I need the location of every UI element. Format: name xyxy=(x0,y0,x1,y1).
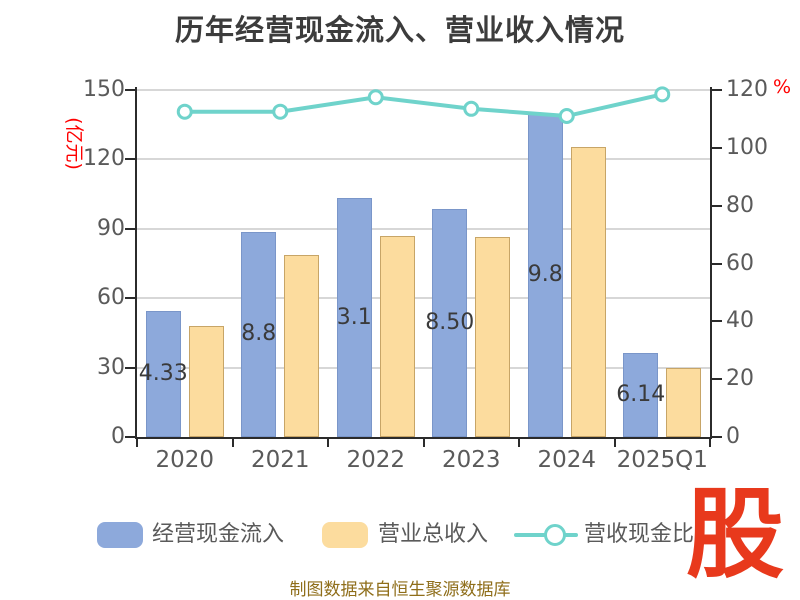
ratio-line-point xyxy=(463,100,480,117)
right-axis-tick-label: 0 xyxy=(726,424,740,449)
cash-inflow-bar xyxy=(527,113,563,437)
legend-label-cash-inflow: 经营现金流入 xyxy=(152,522,285,547)
cash-inflow-bar xyxy=(145,311,181,437)
y-axis-right xyxy=(710,87,712,439)
legend-swatch-total-revenue xyxy=(322,522,368,548)
right-axis-tick-label: 120 xyxy=(726,77,768,102)
left-axis-tick xyxy=(125,89,135,91)
revenue-bar xyxy=(379,235,415,437)
left-axis-tick xyxy=(125,366,135,369)
x-axis-label: 2022 xyxy=(346,447,406,473)
stock-watermark-logo: 股 xyxy=(686,478,785,592)
gridline xyxy=(137,89,710,91)
left-axis-tick-label: 120 xyxy=(83,146,125,172)
gridline xyxy=(137,366,710,369)
cash-inflow-bar xyxy=(336,198,372,437)
right-axis-tick xyxy=(712,320,722,323)
gridline xyxy=(137,297,710,300)
left-axis-tick-label: 90 xyxy=(97,215,125,241)
bar-value-label: 3.1 xyxy=(336,304,372,330)
revenue-bar xyxy=(570,146,606,437)
left-axis-tick-label: 60 xyxy=(97,285,125,311)
x-axis-tick xyxy=(613,438,616,447)
x-axis-tick xyxy=(231,438,234,447)
ratio-line-point xyxy=(272,103,289,120)
cash-inflow-bar xyxy=(432,209,468,437)
data-source-note: 制图数据来自恒生聚源数据库 xyxy=(289,580,511,600)
revenue-bar xyxy=(666,367,702,437)
bar-value-label: 8.50 xyxy=(425,310,475,336)
left-axis-tick-label: 0 xyxy=(111,424,125,449)
right-axis-tick xyxy=(712,89,722,91)
revenue-bar xyxy=(475,236,511,437)
bar-value-label: 4.33 xyxy=(138,361,188,387)
left-axis-tick-label: 150 xyxy=(83,77,125,102)
x-axis-tick xyxy=(327,438,329,447)
right-axis-tick-label: 100 xyxy=(726,134,768,160)
legend-swatch-cash-inflow xyxy=(97,522,143,548)
x-axis-tick xyxy=(422,438,425,447)
x-axis-label: 2020 xyxy=(155,447,215,473)
x-axis-label: 2025Q1 xyxy=(616,447,708,473)
bar-value-label: 8.8 xyxy=(241,321,277,347)
left-axis-tick xyxy=(125,436,135,438)
left-axis-tick xyxy=(125,227,135,230)
x-axis-tick xyxy=(136,438,138,447)
revenue-bar xyxy=(188,325,224,437)
left-axis-tick-label: 30 xyxy=(97,354,125,380)
x-axis-label: 2021 xyxy=(250,447,310,473)
legend-label-total-revenue: 营业总收入 xyxy=(378,522,489,547)
right-axis-tick xyxy=(712,262,722,265)
ratio-line-point xyxy=(367,89,384,106)
cash-inflow-bar xyxy=(623,353,659,437)
y-axis-left xyxy=(135,87,137,439)
right-axis-tick-label: 20 xyxy=(726,366,754,392)
ratio-line-point xyxy=(176,103,193,120)
right-axis-tick-label: 40 xyxy=(726,308,754,334)
right-axis-tick xyxy=(712,146,722,149)
right-axis-tick-label: 60 xyxy=(726,250,754,276)
cash-inflow-bar xyxy=(241,231,277,437)
x-axis-label: 2024 xyxy=(537,447,597,473)
x-axis-tick xyxy=(709,438,711,447)
chart-title: 历年经营现金流入、营业收入情况 xyxy=(174,13,625,47)
gridline xyxy=(137,158,710,161)
left-axis-tick xyxy=(125,297,135,300)
right-axis-tick-label: 80 xyxy=(726,192,754,218)
bar-value-label: 9.8 xyxy=(527,262,563,288)
right-axis-tick xyxy=(712,204,722,207)
left-axis-tick xyxy=(125,158,135,161)
x-axis-label: 2023 xyxy=(441,447,501,473)
legend-label-cash-ratio: 营收现金比 xyxy=(584,522,695,547)
revenue-bar xyxy=(284,255,320,437)
right-axis-tick xyxy=(712,436,722,438)
gridline xyxy=(137,227,710,230)
legend-line-marker-dot xyxy=(544,524,566,546)
ratio-line xyxy=(184,92,663,119)
right-axis-tick xyxy=(712,378,722,381)
x-axis-tick xyxy=(518,438,520,447)
bar-value-label: 6.14 xyxy=(616,382,666,408)
right-axis-unit-label: % xyxy=(773,76,792,98)
